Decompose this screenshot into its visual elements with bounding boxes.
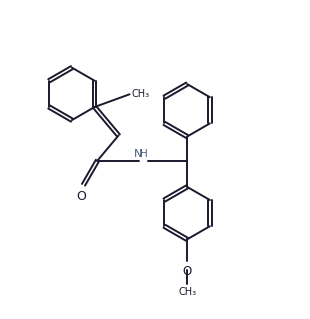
Text: N: N [134, 149, 142, 159]
Text: O: O [76, 190, 86, 203]
Text: CH₃: CH₃ [178, 287, 196, 298]
Text: O: O [183, 265, 192, 278]
Text: H: H [140, 149, 148, 159]
Text: CH₃: CH₃ [132, 89, 150, 99]
